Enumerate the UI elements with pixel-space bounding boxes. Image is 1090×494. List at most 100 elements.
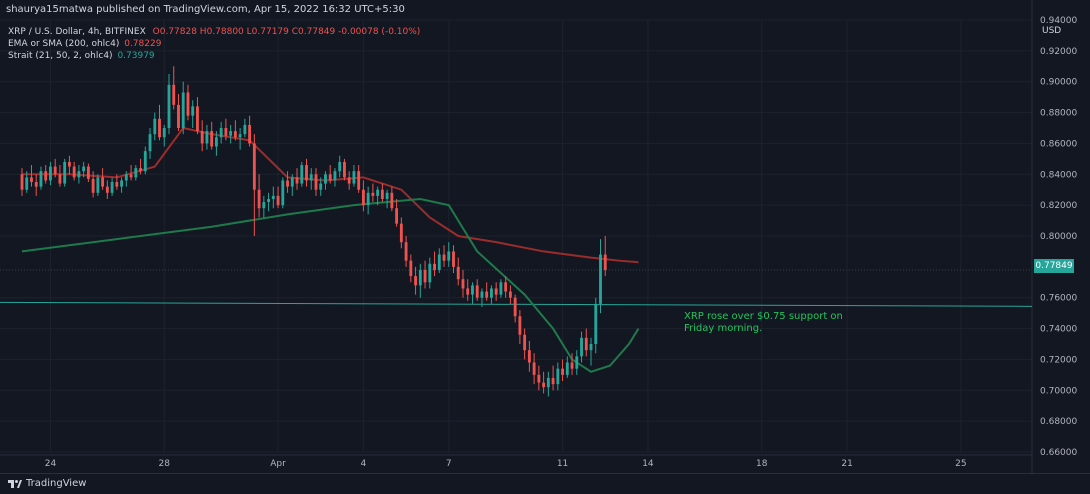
y-tick-label: 0.74000 bbox=[1040, 325, 1077, 335]
candle bbox=[72, 161, 76, 181]
candle bbox=[575, 350, 579, 375]
candle-body bbox=[466, 288, 470, 295]
candle-body bbox=[30, 177, 33, 182]
candle bbox=[105, 180, 109, 199]
candle bbox=[409, 254, 413, 283]
candle bbox=[34, 174, 38, 196]
candle-body bbox=[380, 189, 384, 199]
candle-body bbox=[58, 174, 62, 184]
candle-body bbox=[243, 124, 247, 135]
candle bbox=[565, 356, 569, 378]
currency-label[interactable]: USD bbox=[1042, 26, 1062, 36]
candle bbox=[499, 279, 503, 298]
candle bbox=[143, 146, 147, 175]
candle bbox=[395, 198, 399, 227]
candle-body bbox=[248, 124, 252, 144]
candle bbox=[324, 171, 327, 190]
candle-body bbox=[72, 166, 76, 178]
y-tick-label: 0.88000 bbox=[1040, 109, 1077, 119]
symbol-label: XRP / U.S. Dollar, 4h, BITFINEX bbox=[8, 27, 146, 37]
candle bbox=[262, 195, 266, 218]
chart-annotation[interactable]: XRP rose over $0.75 support on Friday mo… bbox=[684, 311, 843, 334]
x-tick-label: 7 bbox=[446, 459, 452, 469]
candle-body bbox=[352, 171, 356, 184]
tradingview-logo-icon[interactable] bbox=[8, 478, 22, 490]
y-tick-label: 0.92000 bbox=[1040, 47, 1077, 57]
candle-body bbox=[371, 192, 375, 196]
candle bbox=[452, 245, 455, 274]
footer-bar: TradingView bbox=[0, 473, 1090, 494]
candle-body bbox=[63, 161, 67, 184]
candle-body bbox=[153, 118, 157, 135]
candle-body bbox=[196, 106, 199, 132]
footer-brand[interactable]: TradingView bbox=[26, 478, 87, 489]
candle bbox=[191, 100, 195, 128]
x-tick-label: 28 bbox=[159, 459, 171, 469]
x-tick-label: Apr bbox=[270, 459, 286, 469]
candle bbox=[380, 183, 384, 203]
candle-body bbox=[508, 291, 512, 298]
y-tick-label: 0.94000 bbox=[1040, 16, 1077, 26]
candle-body bbox=[82, 166, 86, 172]
candle bbox=[20, 168, 24, 196]
candle-body bbox=[418, 269, 422, 286]
candle-body bbox=[44, 171, 48, 181]
candle-body bbox=[433, 263, 436, 270]
y-tick-label: 0.90000 bbox=[1040, 78, 1077, 88]
candle bbox=[447, 242, 451, 267]
candle-body bbox=[551, 377, 555, 385]
candle-body bbox=[580, 337, 583, 357]
candle-body bbox=[452, 251, 455, 267]
candle bbox=[532, 353, 536, 385]
candle-body bbox=[409, 260, 413, 277]
x-tick-label: 21 bbox=[841, 459, 852, 469]
candle-body bbox=[338, 161, 342, 172]
candle-body bbox=[101, 177, 105, 187]
candle bbox=[437, 248, 441, 274]
candle bbox=[82, 161, 86, 178]
x-tick-label: 4 bbox=[361, 459, 367, 469]
candle-body bbox=[124, 174, 128, 181]
candle-body bbox=[480, 291, 484, 298]
candle-body bbox=[110, 182, 114, 193]
candle-body bbox=[404, 242, 408, 261]
candle bbox=[158, 104, 161, 141]
candle-body bbox=[305, 165, 308, 181]
ema-legend[interactable]: EMA or SMA (200, ohlc4) 0.78229 bbox=[8, 39, 161, 49]
candle bbox=[508, 285, 512, 304]
candle bbox=[504, 276, 508, 298]
candle-body bbox=[162, 128, 166, 138]
candle-body bbox=[485, 291, 489, 298]
candle bbox=[418, 263, 422, 298]
symbol-legend[interactable]: XRP / U.S. Dollar, 4h, BITFINEX O0.77828… bbox=[8, 27, 420, 37]
candle bbox=[30, 165, 33, 187]
candle bbox=[471, 282, 474, 304]
candle-body bbox=[172, 84, 176, 105]
candle bbox=[399, 217, 403, 249]
candle-body bbox=[428, 263, 432, 283]
y-tick-label: 0.82000 bbox=[1040, 201, 1077, 211]
candle bbox=[580, 331, 583, 363]
candle bbox=[328, 165, 332, 184]
candle-body bbox=[561, 368, 564, 375]
candle bbox=[319, 177, 323, 196]
candle bbox=[456, 257, 460, 286]
candle-body bbox=[115, 182, 119, 187]
candle bbox=[480, 288, 484, 307]
candle bbox=[77, 165, 81, 184]
candle-body bbox=[546, 377, 550, 388]
candle-body bbox=[504, 282, 508, 292]
candle bbox=[129, 165, 133, 181]
candle-body bbox=[205, 131, 209, 144]
ohlc-values: O0.77828 H0.78800 L0.77179 C0.77849 -0.0… bbox=[152, 27, 421, 37]
candle-body bbox=[461, 279, 465, 289]
candle-body bbox=[357, 171, 361, 190]
strait-legend[interactable]: Strait (21, 50, 2, ohlc4) 0.73979 bbox=[8, 51, 155, 61]
candle-body bbox=[276, 195, 280, 206]
candle bbox=[352, 165, 356, 187]
publish-banner: shaurya15matwa published on TradingView.… bbox=[6, 4, 405, 15]
candle bbox=[86, 163, 90, 182]
candle bbox=[186, 84, 190, 121]
